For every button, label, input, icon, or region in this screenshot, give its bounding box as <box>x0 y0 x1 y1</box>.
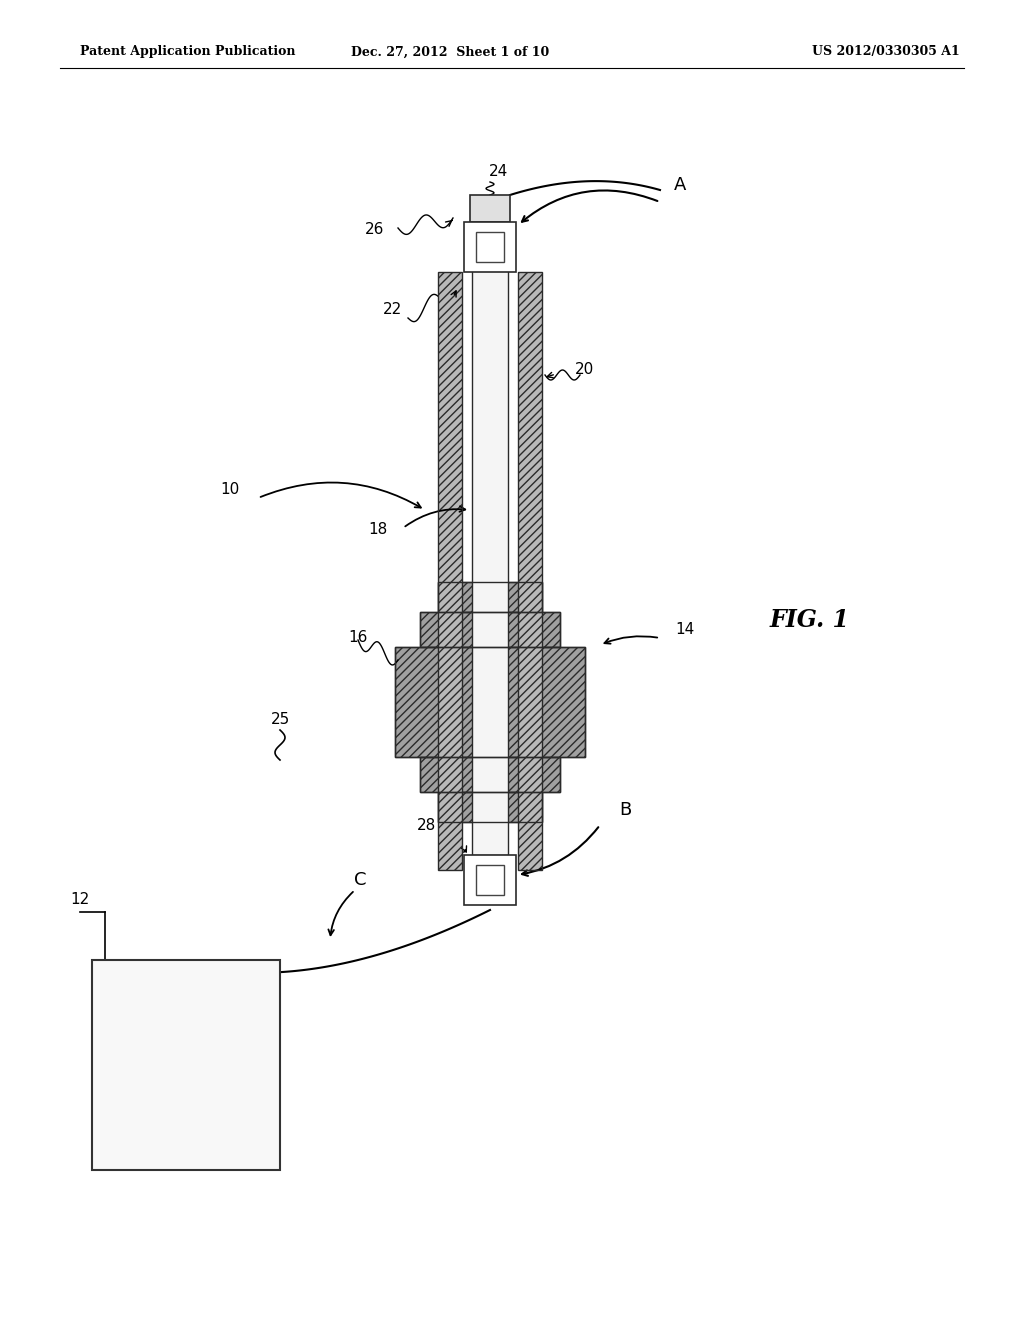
Text: A: A <box>674 176 686 194</box>
Bar <box>438 582 542 612</box>
Text: 16: 16 <box>348 631 368 645</box>
Bar <box>420 612 560 647</box>
Bar <box>438 272 462 870</box>
Bar <box>395 647 585 756</box>
Bar <box>438 272 462 870</box>
Bar <box>438 792 542 822</box>
Text: 18: 18 <box>369 523 388 537</box>
Bar <box>420 612 560 647</box>
Text: 28: 28 <box>417 817 435 833</box>
Text: 22: 22 <box>382 302 401 318</box>
Bar <box>470 195 510 222</box>
Bar <box>420 756 560 792</box>
Text: 20: 20 <box>575 363 595 378</box>
Bar <box>464 222 516 272</box>
Text: FIG. 1: FIG. 1 <box>770 609 850 632</box>
Text: B: B <box>618 801 631 818</box>
Bar <box>420 756 560 792</box>
Text: 12: 12 <box>71 892 90 908</box>
Text: Patent Application Publication: Patent Application Publication <box>80 45 296 58</box>
Bar <box>395 647 585 756</box>
Text: 26: 26 <box>366 223 385 238</box>
Text: 24: 24 <box>488 165 508 180</box>
Text: (ESU): (ESU) <box>168 1102 205 1115</box>
Bar <box>92 960 280 1170</box>
Bar <box>438 792 542 822</box>
Text: 25: 25 <box>270 713 290 727</box>
Bar <box>476 232 504 261</box>
Text: Dec. 27, 2012  Sheet 1 of 10: Dec. 27, 2012 Sheet 1 of 10 <box>351 45 549 58</box>
Text: C: C <box>353 871 367 888</box>
Bar <box>438 582 542 612</box>
Bar <box>472 222 508 855</box>
Bar <box>476 865 504 895</box>
Bar <box>518 272 542 870</box>
Text: 10: 10 <box>220 483 240 498</box>
Text: 14: 14 <box>676 623 694 638</box>
Text: US 2012/0330305 A1: US 2012/0330305 A1 <box>812 45 961 58</box>
Bar <box>464 855 516 906</box>
Text: ELECTROSURGICAL: ELECTROSURGICAL <box>123 1012 249 1026</box>
Bar <box>518 272 542 870</box>
Text: GENERATOR: GENERATOR <box>145 1059 226 1072</box>
